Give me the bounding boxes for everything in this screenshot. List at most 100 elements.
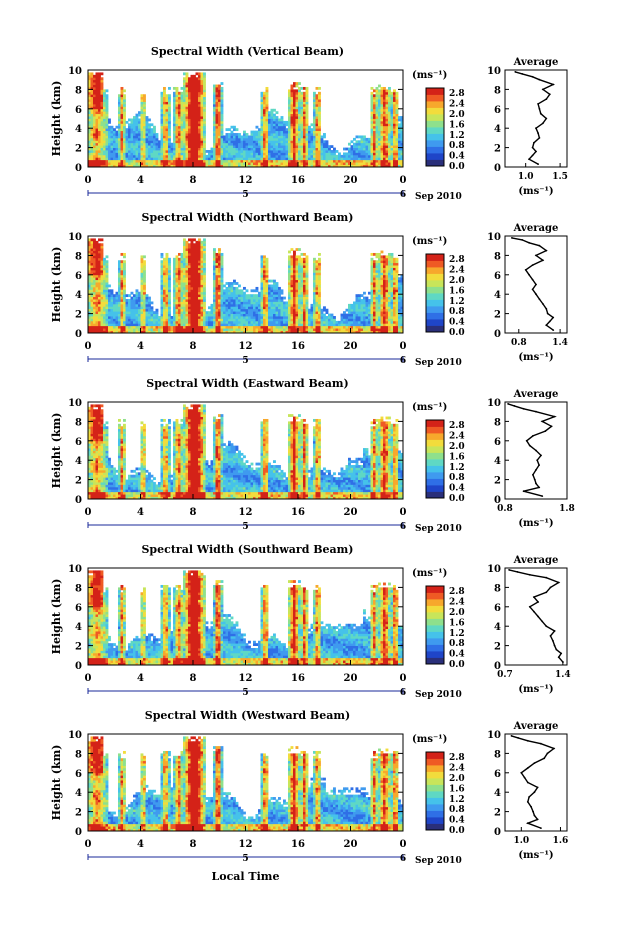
heatmap-cell [313, 145, 316, 148]
heatmap-cell [258, 133, 261, 136]
heatmap-cell [216, 143, 219, 146]
heatmap-cell [221, 314, 224, 317]
heatmap-cell [151, 145, 154, 148]
heatmap-cell [96, 128, 99, 131]
heatmap-cell [158, 326, 161, 329]
heatmap-cell [386, 119, 389, 122]
profile-point [539, 79, 541, 81]
heatmap-cell [191, 275, 194, 278]
heatmap-cell [198, 102, 201, 105]
heatmap-cell [266, 268, 269, 271]
heatmap-cell [236, 140, 239, 143]
heatmap-cell [386, 114, 389, 117]
heatmap-cell [173, 162, 176, 165]
heatmap-cell [91, 287, 94, 290]
heatmap-cell [386, 162, 389, 165]
heatmap-cell [143, 294, 146, 297]
heatmap-cell [118, 314, 121, 317]
heatmap-cell [246, 314, 249, 317]
heatmap-cell [263, 318, 266, 321]
heatmap-cell [178, 328, 181, 331]
heatmap-cell [191, 128, 194, 131]
heatmap-cell [118, 162, 121, 165]
heatmap-cell [193, 323, 196, 326]
heatmap-cell [123, 160, 126, 163]
heatmap-cell [96, 301, 99, 304]
heatmap-cell [266, 316, 269, 319]
heatmap-cell [183, 114, 186, 117]
heatmap-cell [286, 121, 289, 124]
heatmap-cell [191, 253, 194, 256]
heatmap-cell [243, 138, 246, 141]
heatmap-cell [98, 326, 101, 329]
heatmap-cell [141, 277, 144, 280]
heatmap-cell [396, 155, 399, 158]
heatmap-cell [178, 321, 181, 324]
heatmap-cell [228, 328, 231, 331]
heatmap-cell [168, 126, 171, 129]
heatmap-cell [216, 114, 219, 117]
heatmap-cell [211, 321, 214, 324]
heatmap-cell [263, 109, 266, 112]
heatmap-cell [191, 126, 194, 129]
heatmap-cell [196, 263, 199, 266]
heatmap-cell [108, 133, 111, 136]
heatmap-cell [196, 255, 199, 258]
heatmap-cell [353, 150, 356, 153]
heatmap-cell [126, 138, 129, 141]
heatmap-cell [263, 265, 266, 268]
heatmap-cell [118, 140, 121, 143]
heatmap-cell [198, 140, 201, 143]
heatmap-cell [248, 301, 251, 304]
heatmap-cell [246, 135, 249, 138]
heatmap-cell [198, 285, 201, 288]
heatmap-cell [106, 160, 109, 163]
heatmap-cell [356, 162, 359, 165]
heatmap-cell [181, 162, 184, 165]
heatmap-cell [93, 157, 96, 160]
heatmap-cell [233, 143, 236, 146]
heatmap-cell [391, 94, 394, 97]
heatmap-cell [111, 299, 114, 302]
heatmap-cell [266, 318, 269, 321]
heatmap-cell [263, 277, 266, 280]
heatmap-cell [201, 138, 204, 141]
heatmap-cell [123, 128, 126, 131]
heatmap-cell [196, 80, 199, 83]
heatmap-cell [318, 133, 321, 136]
heatmap-cell [191, 285, 194, 288]
heatmap-cell [253, 131, 256, 134]
heatmap-cell [261, 145, 264, 148]
heatmap-cell [106, 116, 109, 119]
heatmap-cell [98, 270, 101, 273]
heatmap-cell [168, 275, 171, 278]
heatmap-cell [251, 306, 254, 309]
heatmap-cell [398, 116, 401, 119]
heatmap-cell [116, 323, 119, 326]
heatmap-cell [358, 143, 361, 146]
heatmap-cell [183, 323, 186, 326]
heatmap-cell [178, 301, 181, 304]
heatmap-cell [91, 241, 94, 244]
heatmap-cell [106, 94, 109, 97]
heatmap-cell [193, 277, 196, 280]
heatmap-cell [103, 92, 106, 95]
heatmap-cell [296, 99, 299, 102]
heatmap-cell [101, 246, 104, 249]
heatmap-cell [373, 140, 376, 143]
heatmap-cell [276, 121, 279, 124]
heatmap-cell [96, 306, 99, 309]
heatmap-cell [266, 258, 269, 261]
heatmap-cell [178, 285, 181, 288]
heatmap-cell [153, 323, 156, 326]
heatmap-cell [176, 318, 179, 321]
heatmap-cell [246, 145, 249, 148]
heatmap-cell [136, 294, 139, 297]
heatmap-cell [196, 72, 199, 75]
heatmap-cell [98, 119, 101, 122]
heatmap-cell [281, 116, 284, 119]
heatmap-cell [203, 282, 206, 285]
heatmap-cell [181, 114, 184, 117]
profile-point [549, 93, 551, 95]
heatmap-cell [203, 82, 206, 85]
